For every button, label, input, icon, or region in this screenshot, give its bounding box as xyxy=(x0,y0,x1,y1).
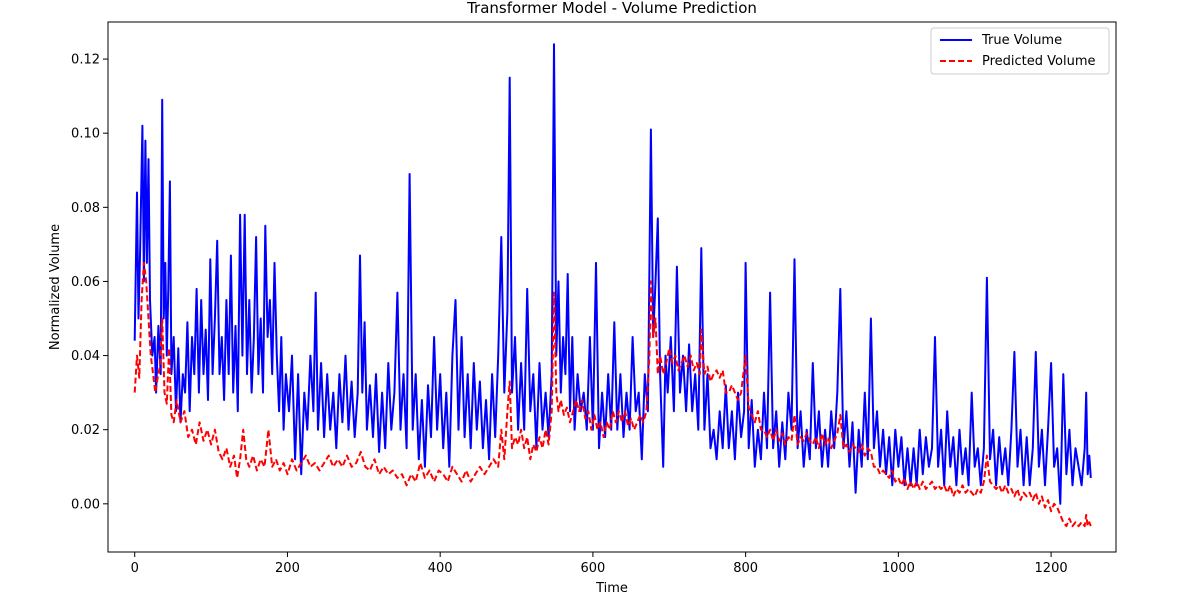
y-tick-label: 0.00 xyxy=(71,497,100,512)
series-line-true-volume xyxy=(133,43,1092,505)
legend: True Volume Predicted Volume xyxy=(930,27,1110,75)
y-tick-label: 0.10 xyxy=(71,127,100,142)
y-tick-label: 0.08 xyxy=(71,201,100,216)
x-axis: 0 200 400 600 800 1000 1200 xyxy=(131,552,1068,576)
series-layer xyxy=(133,43,1092,528)
plot-area xyxy=(107,21,1117,553)
x-tick-label: 1000 xyxy=(882,561,915,576)
x-tick-label: 800 xyxy=(733,561,758,576)
x-tick-label: 600 xyxy=(580,561,605,576)
y-tick-label: 0.12 xyxy=(71,53,100,68)
y-tick-label: 0.02 xyxy=(71,423,100,438)
series-line-predicted-volume xyxy=(133,261,1092,528)
x-tick-label: 1200 xyxy=(1035,561,1068,576)
x-tick-label: 200 xyxy=(275,561,300,576)
y-axis-label: Normalized Volume xyxy=(48,224,63,350)
y-tick-label: 0.04 xyxy=(71,349,100,364)
x-tick-label: 0 xyxy=(131,561,139,576)
chart-title: Transformer Model - Volume Prediction xyxy=(466,0,757,17)
plot-frame xyxy=(107,21,1117,553)
legend-label-true: True Volume xyxy=(981,33,1062,48)
legend-label-predicted: Predicted Volume xyxy=(982,54,1096,69)
x-axis-label: Time xyxy=(595,581,628,596)
y-tick-label: 0.06 xyxy=(71,275,100,290)
legend-box xyxy=(930,27,1110,75)
x-tick-label: 400 xyxy=(428,561,453,576)
y-axis: 0.00 0.02 0.04 0.06 0.08 0.10 0.12 xyxy=(71,53,108,512)
